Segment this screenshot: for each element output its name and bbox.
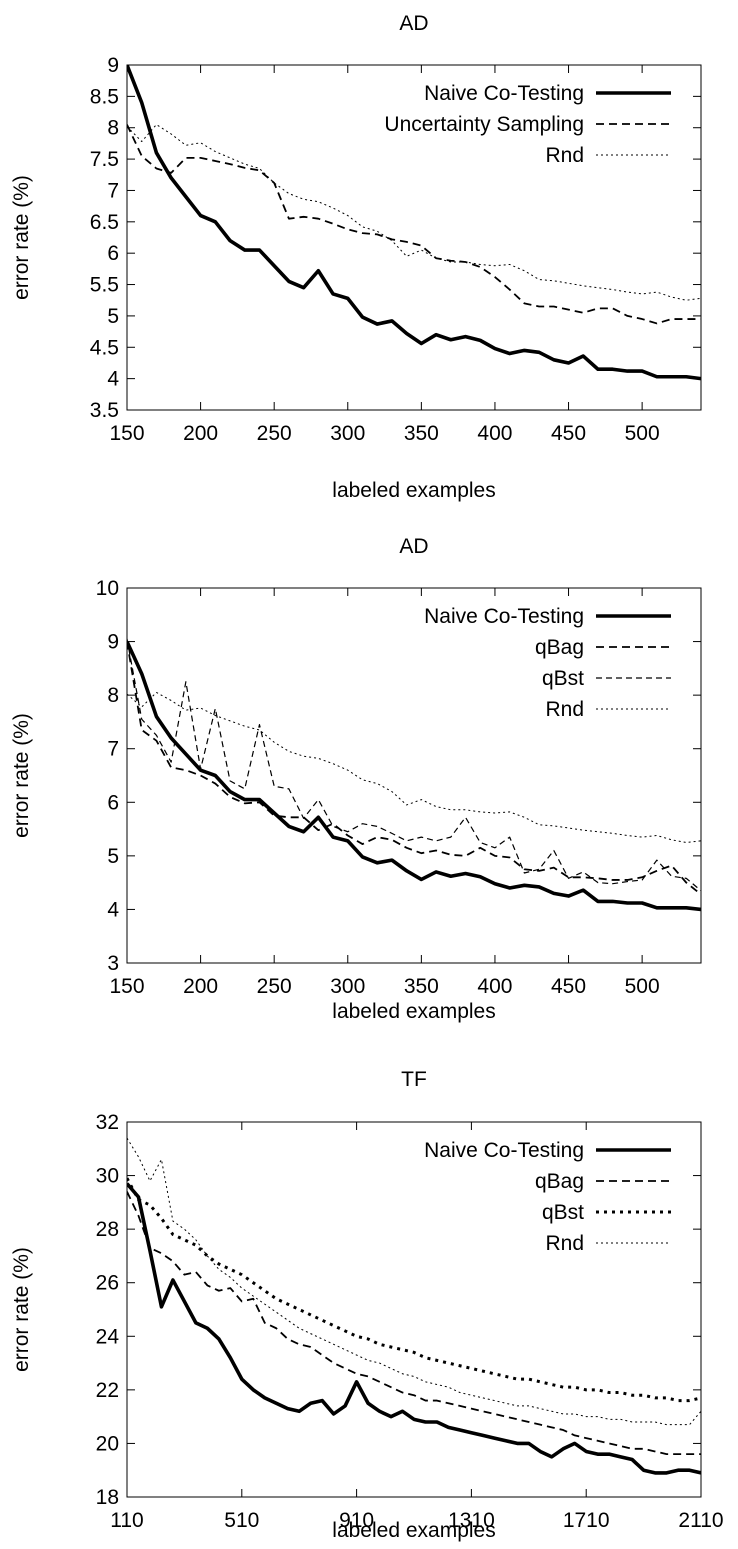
chart-title: AD xyxy=(399,535,428,558)
legend-label: qBag xyxy=(535,636,584,659)
x-tick-label: 400 xyxy=(477,975,512,998)
y-tick-label: 8 xyxy=(107,684,119,707)
chart-3: TF 18 20 22 24 26 28 30 32 110 510 910 1310 1710 2110 l… xyxy=(10,1068,724,1542)
series-line-uncertainty-sampling xyxy=(127,124,701,325)
x-axis-label: labeled examples xyxy=(332,1519,495,1542)
x-tick-label: 450 xyxy=(551,422,586,445)
x-tick-label: 200 xyxy=(183,975,218,998)
chart-title: TF xyxy=(401,1068,427,1091)
y-axis-label: error rate (%) xyxy=(10,713,33,838)
y-tick-label: 8 xyxy=(107,117,119,140)
y-tick-label: 9 xyxy=(107,631,119,654)
series-line-rnd xyxy=(127,124,701,301)
y-tick-label: 20 xyxy=(96,1432,119,1455)
series-line-rnd xyxy=(127,691,701,843)
chart-2: AD 3 4 5 6 7 8 9 10 150 200 250 300 350 400 450 500 label… xyxy=(10,535,702,1023)
y-tick-label: 30 xyxy=(96,1165,119,1188)
y-tick-label: 10 xyxy=(96,577,119,600)
y-tick-label: 24 xyxy=(96,1325,120,1348)
plot-frame xyxy=(126,587,702,964)
series-line-qbag xyxy=(127,641,701,896)
x-axis-label: labeled examples xyxy=(332,479,495,502)
x-tick-label: 510 xyxy=(224,1509,259,1532)
series-line-qbst xyxy=(127,638,701,892)
y-tick-label: 26 xyxy=(96,1272,119,1295)
x-tick-label: 150 xyxy=(109,422,144,445)
x-tick-label: 250 xyxy=(257,422,292,445)
x-tick-label: 350 xyxy=(404,422,439,445)
y-tick-label: 9 xyxy=(107,54,119,77)
x-tick-label: 500 xyxy=(625,975,660,998)
x-tick-label: 1310 xyxy=(448,1509,495,1532)
series-line-naive-co-testing xyxy=(127,1182,701,1475)
x-tick-label: 500 xyxy=(625,422,660,445)
y-tick-label: 6 xyxy=(107,242,119,265)
y-tick-label: 4.5 xyxy=(90,336,119,359)
x-tick-label: 1710 xyxy=(563,1509,610,1532)
x-axis-label: labeled examples xyxy=(332,1000,495,1023)
legend-label: Naive Co-Testing xyxy=(424,1139,584,1162)
y-tick-label: 3 xyxy=(107,952,119,975)
legend-label: qBag xyxy=(535,1170,584,1193)
x-tick-label: 300 xyxy=(330,975,365,998)
legend-label: Naive Co-Testing xyxy=(424,605,584,628)
y-tick-label: 7 xyxy=(107,738,119,761)
y-tick-label: 3.5 xyxy=(90,399,119,422)
y-tick-label: 6 xyxy=(107,791,119,814)
y-tick-label: 32 xyxy=(96,1111,119,1134)
series-line-qbst xyxy=(127,1177,701,1403)
series-line-naive-co-testing xyxy=(127,640,701,912)
x-tick-label: 2110 xyxy=(678,1509,723,1532)
chart-title: AD xyxy=(399,12,428,35)
y-tick-label: 7 xyxy=(107,179,119,202)
x-tick-label: 400 xyxy=(477,422,512,445)
y-tick-label: 5.5 xyxy=(90,274,119,297)
series-line-qbag xyxy=(127,1191,701,1456)
y-tick-label: 18 xyxy=(96,1486,119,1509)
y-tick-label: 8.5 xyxy=(90,85,119,108)
y-tick-label: 4 xyxy=(107,898,119,921)
x-tick-label: 450 xyxy=(551,975,586,998)
x-tick-label: 250 xyxy=(257,975,292,998)
plot-frame xyxy=(126,64,702,411)
x-tick-label: 150 xyxy=(109,975,144,998)
y-tick-label: 6.5 xyxy=(90,211,119,234)
x-tick-label: 200 xyxy=(183,422,218,445)
legend-label: qBst xyxy=(542,1201,584,1224)
y-axis-label: error rate (%) xyxy=(10,175,33,300)
x-tick-label: 350 xyxy=(404,975,439,998)
y-tick-label: 22 xyxy=(96,1379,119,1402)
y-tick-label: 28 xyxy=(96,1218,119,1241)
plot-frame xyxy=(126,1121,702,1498)
y-axis-label: error rate (%) xyxy=(10,1247,33,1372)
legend-label: Rnd xyxy=(545,1232,584,1255)
y-tick-label: 7.5 xyxy=(90,148,119,171)
legend-label: Naive Co-Testing xyxy=(424,82,584,105)
x-tick-label: 300 xyxy=(330,422,365,445)
chart-1: AD 3.5 4 4.5 5 5.5 6 6.5 7 7.5 8 8.5 9 150 200 250 300 35… xyxy=(10,12,702,502)
y-tick-label: 5 xyxy=(107,845,119,868)
y-tick-label: 4 xyxy=(107,368,119,391)
legend-label: Uncertainty Sampling xyxy=(384,113,584,136)
legend-label: Rnd xyxy=(545,144,584,167)
legend-label: Rnd xyxy=(545,698,584,721)
legend-label: qBst xyxy=(542,667,584,690)
y-tick-label: 5 xyxy=(107,305,119,328)
x-tick-label: 910 xyxy=(339,1509,374,1532)
x-tick-label: 110 xyxy=(110,1509,143,1532)
series-line-naive-co-testing xyxy=(127,65,701,381)
